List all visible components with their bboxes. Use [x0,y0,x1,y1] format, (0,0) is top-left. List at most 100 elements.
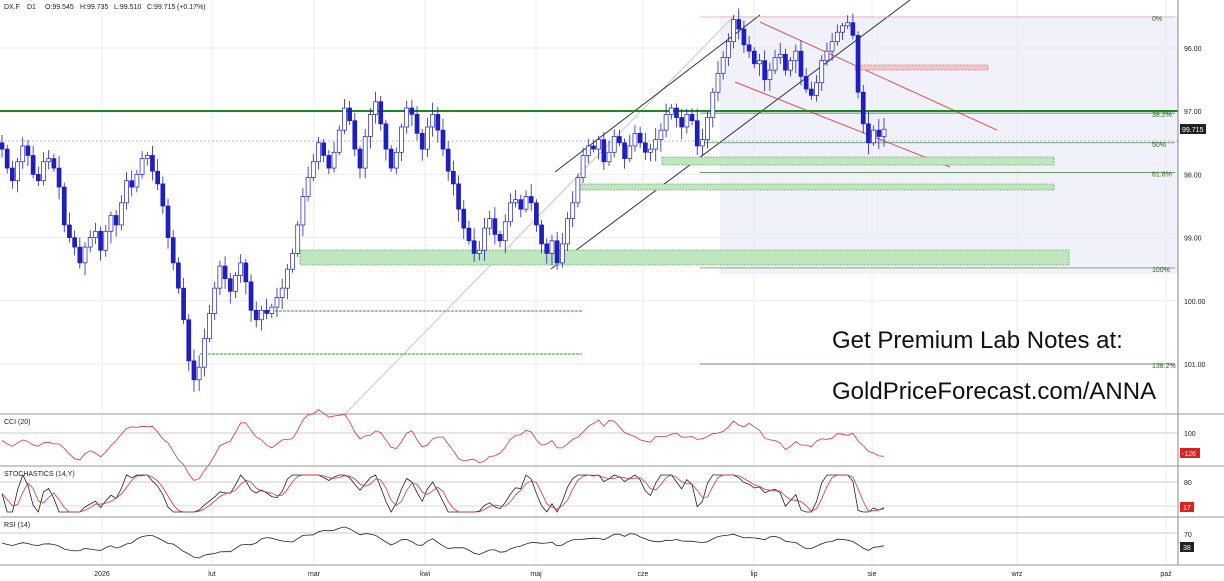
candle [601,139,607,163]
candle [793,50,799,61]
candle [746,44,752,52]
candle [559,243,565,264]
candle [419,132,425,150]
candle [378,101,384,125]
candle [860,91,866,125]
candle [720,57,726,74]
candle [809,88,814,96]
candle [82,246,88,264]
rsi-level-label: 70 [1184,532,1192,539]
candle [435,114,441,131]
symbol-label: DX.F [4,4,20,11]
rsi-value: 38 [1183,545,1191,552]
candle [352,120,358,150]
candle [212,287,218,314]
candle [456,183,461,210]
candle [689,114,695,122]
candle [840,25,845,33]
price-tick-label: 99.00 [1184,236,1202,243]
candle [855,35,861,93]
candle [326,155,332,169]
channel-lower-line [550,0,911,270]
candle [368,114,373,137]
candle [30,155,36,175]
candle [487,218,493,229]
candle [67,224,72,238]
candle [622,142,627,159]
candle [694,120,700,147]
candle [653,139,659,150]
change-value: (+0.17%) [177,4,206,11]
stoch-k-line [1,473,885,513]
promo-line-1: Get Premium Lab Notes at: [832,327,1123,354]
candle [834,31,840,43]
candle [627,145,633,159]
cci-level-label: 100 [1184,431,1196,438]
candle [751,50,757,65]
candle [705,117,710,140]
high-value: H:99.735 [80,4,109,11]
candle [41,161,46,182]
time-label: kwi [420,571,431,578]
candle [798,50,804,77]
stoch-title: STOCHASTICS (14,Y) [4,471,75,478]
candle [824,50,830,61]
last-price-text: 99.715 [1182,127,1204,134]
fib-label: 0% [1152,16,1162,23]
price-tick-label: 96.00 [1184,46,1202,53]
candle [777,53,783,58]
candle [383,123,389,150]
candle [440,129,446,150]
fib-levels: 0% 38.2% 50% 61.8% 100% 138.2% [700,16,1176,370]
candle [233,275,238,292]
time-label: lip [750,571,757,578]
time-label: cze [638,571,649,578]
candle [124,180,129,204]
candle [61,186,67,226]
candle [269,306,275,314]
candle [274,297,280,308]
rsi-title: RSI (14) [4,522,30,529]
candle [56,167,62,188]
candle [674,107,679,118]
fib-label: 138.2% [1152,363,1176,370]
candle [316,142,321,163]
candle [549,240,555,254]
time-axis: 2026 lut mar kwi maj cze lip sie wrz paź [94,571,1172,578]
time-label: maj [530,571,542,578]
candle [497,234,503,242]
candle [523,196,529,210]
support-zone-lower [299,249,1070,266]
candle [591,145,596,150]
price-tick-label: 98.00 [1184,172,1202,179]
candle [373,101,378,115]
open-value: O:99.545 [45,4,74,11]
candle [736,19,742,30]
candle [196,366,202,381]
candle [492,218,498,235]
candle [155,170,160,185]
candle [72,237,77,248]
candle [596,139,601,150]
candle [357,148,363,169]
candle [393,151,399,169]
red-channel-lower [734,81,951,168]
support-zone-upper [661,156,1055,166]
candle [570,202,576,219]
candle [217,265,223,289]
candle [336,129,342,153]
time-label: 2026 [94,571,110,578]
candle [668,107,674,115]
fib-shading [720,16,1178,274]
rsi-value-badge [1180,542,1194,552]
candle [632,132,638,147]
last-price-badge [1180,124,1206,134]
candle [77,246,83,264]
candles [0,8,887,393]
candle [207,313,212,340]
cci-value: -126 [1182,451,1196,458]
candle [134,174,140,188]
candle [513,199,518,204]
candle [201,338,207,368]
candle [264,309,269,314]
